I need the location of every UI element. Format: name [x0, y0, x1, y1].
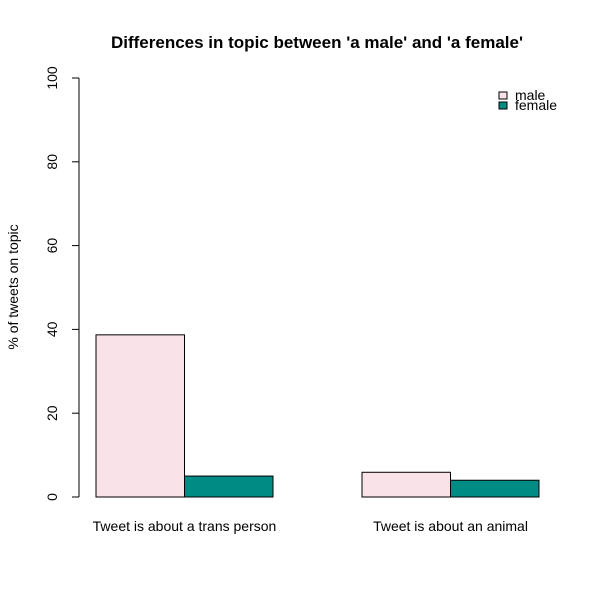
y-tick-label: 20: [44, 405, 60, 421]
category-labels: Tweet is about a trans person Tweet is ab…: [93, 518, 528, 534]
legend-swatch-male: [498, 91, 508, 100]
y-tick-label: 80: [44, 154, 60, 170]
bar-female: [184, 475, 274, 498]
y-tick-label: 0: [44, 493, 60, 501]
bar-male: [95, 334, 185, 498]
category-label: Tweet is about a trans person: [93, 518, 277, 534]
legend-swatch-female: [498, 101, 508, 110]
category-label: Tweet is about an animal: [373, 518, 528, 534]
y-ticks: 0 20 40 60 80 100: [44, 66, 79, 501]
y-axis-label: % of tweets on topic: [5, 224, 21, 349]
y-tick-label: 40: [44, 321, 60, 337]
legend-label-female: female: [515, 97, 557, 113]
legend-label-male: male: [515, 87, 546, 103]
bar-female: [450, 479, 540, 498]
bars: [95, 334, 540, 498]
chart-title: Differences in topic between 'a male' an…: [111, 33, 523, 52]
bar-male: [361, 471, 451, 498]
y-tick-label: 100: [44, 66, 60, 90]
y-tick-label: 60: [44, 238, 60, 254]
